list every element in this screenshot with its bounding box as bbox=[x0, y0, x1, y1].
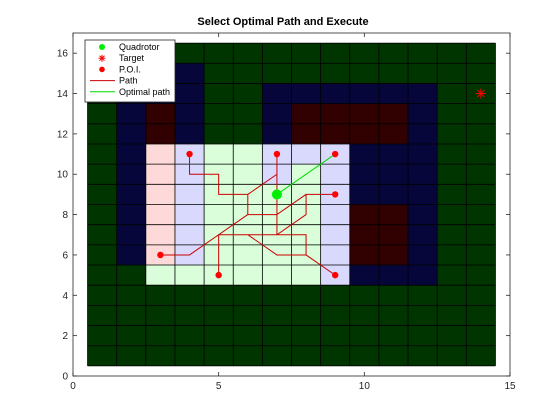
y-tick-label: 2 bbox=[62, 331, 68, 342]
optimal-path-line bbox=[276, 153, 336, 195]
y-tick-label: 14 bbox=[57, 89, 69, 100]
grid-region bbox=[174, 265, 205, 286]
grid-region bbox=[116, 83, 146, 266]
y-tick-label: 4 bbox=[62, 291, 68, 302]
poi-marker bbox=[332, 191, 339, 198]
axes-box bbox=[72, 32, 511, 377]
x-tick-label: 0 bbox=[70, 381, 76, 392]
plot-area bbox=[73, 33, 510, 376]
poi-marker bbox=[215, 271, 222, 279]
poi-marker bbox=[273, 150, 281, 158]
grid-region bbox=[349, 143, 438, 205]
y-tick-label: 8 bbox=[62, 210, 68, 221]
y-tick-label: 16 bbox=[57, 49, 69, 60]
legend-label: Path bbox=[119, 76, 138, 86]
grid-region bbox=[145, 265, 175, 286]
target-marker-stroke bbox=[99, 55, 105, 62]
poi-marker bbox=[332, 150, 339, 158]
legend-label: Quadrotor bbox=[119, 42, 160, 52]
grid-region bbox=[320, 184, 350, 286]
target-marker-stroke bbox=[476, 89, 485, 98]
y-tick-label: 6 bbox=[62, 250, 68, 261]
x-tick-label: 10 bbox=[359, 381, 371, 392]
legend-marker-target bbox=[98, 54, 106, 62]
legend-marker-quadrotor bbox=[99, 44, 105, 50]
poi-marker bbox=[332, 271, 339, 279]
y-tick-label: 10 bbox=[57, 170, 69, 181]
path-line bbox=[160, 154, 336, 276]
quadrotor-marker bbox=[271, 189, 282, 200]
x-tick-label: 5 bbox=[216, 381, 222, 392]
x-tick-label: 15 bbox=[504, 381, 516, 392]
poi-marker bbox=[186, 150, 193, 158]
poi-marker bbox=[157, 251, 164, 259]
y-tick-label: 0 bbox=[62, 372, 68, 383]
legend-label: Target bbox=[119, 53, 145, 63]
chart-title: Select Optimal Path and Execute bbox=[197, 16, 368, 28]
legend-label: P.O.I. bbox=[119, 64, 141, 74]
legend-marker-poi bbox=[99, 66, 105, 73]
axes: 0 5 10 15 0 2 4 6 8 10 12 14 16 bbox=[57, 32, 516, 392]
target-marker bbox=[475, 88, 486, 99]
legend-label: Optimal path bbox=[119, 87, 170, 97]
y-tick-label: 12 bbox=[57, 129, 69, 140]
